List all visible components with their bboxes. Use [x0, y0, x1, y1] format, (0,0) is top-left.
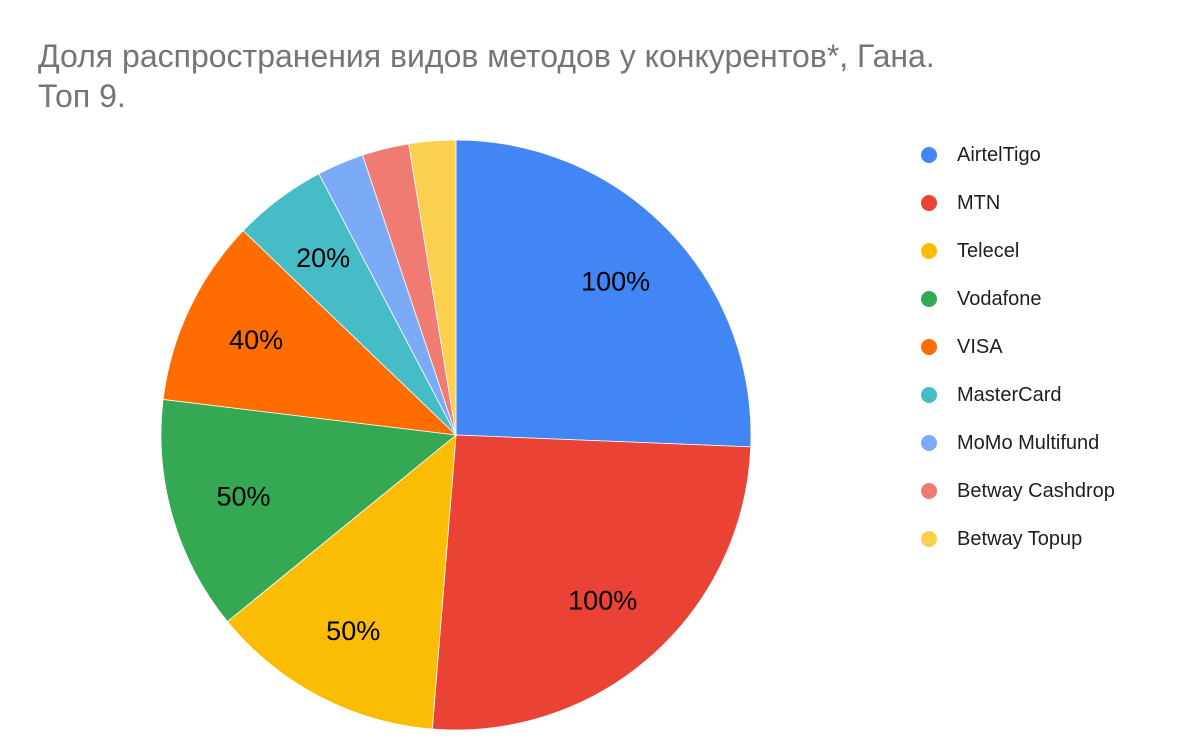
legend-label: MasterCard: [957, 383, 1062, 406]
legend-swatch-icon: [921, 387, 937, 403]
slice-label-airteltigo: 100%: [581, 267, 650, 297]
legend-label: Telecel: [957, 239, 1020, 262]
legend-label: MoMo Multifund: [957, 431, 1100, 454]
legend: AirtelTigo MTN Telecel Vodafone VISA MasterCa…: [921, 131, 1115, 563]
pie-slice-visa[interactable]: [162, 230, 458, 436]
legend-swatch-icon: [921, 339, 937, 355]
legend-item-betway-topup[interactable]: Betway Topup: [921, 515, 1115, 563]
legend-label: Vodafone: [957, 287, 1042, 310]
slice-label-vodafone: 50%: [216, 482, 270, 512]
legend-swatch-icon: [921, 531, 937, 547]
legend-swatch-icon: [921, 291, 937, 307]
legend-item-telecel[interactable]: Telecel: [921, 227, 1115, 275]
legend-label: MTN: [957, 191, 1001, 214]
legend-item-momo-multifund[interactable]: MoMo Multifund: [921, 419, 1115, 467]
legend-label: VISA: [957, 335, 1003, 358]
pie-slice-telecel[interactable]: [226, 434, 457, 730]
pie-slice-airteltigo[interactable]: [455, 139, 752, 448]
legend-label: Betway Cashdrop: [957, 479, 1115, 502]
legend-swatch-icon: [921, 195, 937, 211]
legend-item-vodafone[interactable]: Vodafone: [921, 275, 1115, 323]
legend-label: Betway Topup: [957, 527, 1083, 550]
pie-slice-vodafone[interactable]: [160, 398, 457, 623]
pie-slice-mtn[interactable]: [431, 434, 752, 731]
legend-item-visa[interactable]: VISA: [921, 323, 1115, 371]
slice-label-mastercard: 20%: [296, 243, 350, 273]
slice-label-mtn: 100%: [568, 586, 637, 616]
legend-swatch-icon: [921, 435, 937, 451]
pie-chart: 100% 100% 50% 50% 40% 20%: [160, 139, 752, 731]
legend-item-betway-cashdrop[interactable]: Betway Cashdrop: [921, 467, 1115, 515]
slice-label-telecel: 50%: [326, 616, 380, 646]
chart-title: Доля распространения видов методов у кон…: [38, 36, 1178, 116]
legend-swatch-icon: [921, 483, 937, 499]
legend-swatch-icon: [921, 243, 937, 259]
legend-item-airteltigo[interactable]: AirtelTigo: [921, 131, 1115, 179]
slice-label-visa: 40%: [229, 325, 283, 355]
legend-swatch-icon: [921, 147, 937, 163]
pie-slice-betway-topup[interactable]: [408, 139, 457, 436]
chart-title-line2: Топ 9.: [38, 78, 126, 114]
legend-item-mastercard[interactable]: MasterCard: [921, 371, 1115, 419]
legend-item-mtn[interactable]: MTN: [921, 179, 1115, 227]
legend-label: AirtelTigo: [957, 143, 1041, 166]
chart-title-line1: Доля распространения видов методов у кон…: [38, 38, 935, 74]
